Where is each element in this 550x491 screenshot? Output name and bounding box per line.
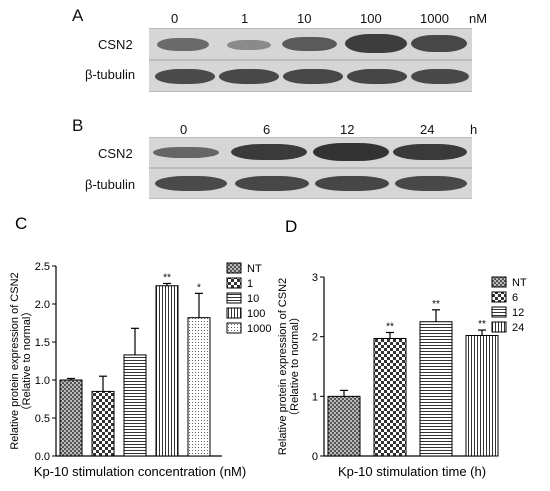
band — [315, 176, 389, 191]
significance-label: ** — [432, 299, 440, 310]
row-label-tubulin-b: β-tubulin — [85, 177, 136, 192]
row-label-tubulin-a: β-tubulin — [85, 67, 136, 82]
bar — [373, 337, 407, 457]
bar — [123, 354, 147, 457]
lane-label-a-0: 0 — [171, 11, 179, 26]
band — [155, 176, 227, 191]
bar — [91, 390, 115, 457]
band — [155, 69, 215, 84]
significance-label: ** — [478, 319, 486, 330]
legend-label: 1000 — [247, 323, 271, 335]
bar — [155, 285, 179, 457]
band — [282, 37, 337, 51]
legend-swatch — [491, 276, 507, 288]
y-tick-label: 1 — [312, 391, 318, 403]
lane-label-a-1: 1 — [241, 11, 249, 26]
significance-label: ** — [386, 321, 394, 332]
y-tick-label: 2.5 — [35, 261, 50, 273]
row-label-csn2-a: CSN2 — [98, 37, 133, 52]
legend-swatch — [226, 322, 242, 334]
band — [345, 34, 407, 53]
band — [227, 40, 271, 50]
band — [157, 38, 209, 51]
band — [235, 176, 309, 191]
y-tick-label: 1.5 — [35, 337, 50, 349]
panel-letter-c: C — [15, 214, 27, 233]
band — [219, 69, 279, 84]
legend-swatch — [226, 262, 242, 274]
bar — [59, 379, 83, 457]
y-tick-label: 0.5 — [35, 413, 50, 425]
y-axis-label-sub: （Relative to normal） — [288, 311, 301, 422]
y-tick-label: 2.0 — [35, 299, 50, 311]
y-axis-label: Relative protein expression of CSN2 — [9, 272, 21, 449]
legend-swatch — [226, 307, 242, 319]
legend-swatch — [491, 306, 507, 318]
significance-label: * — [197, 282, 201, 293]
unit-a: nM — [469, 11, 488, 26]
lane-label-b-0: 0 — [180, 122, 188, 137]
band — [153, 147, 219, 158]
y-tick-label: 0 — [312, 451, 318, 463]
y-tick-label: 3 — [312, 272, 318, 284]
lane-label-b-1: 6 — [263, 122, 271, 137]
significance-label: ** — [163, 272, 171, 283]
y-axis-label-sub: （Relative to normal） — [20, 306, 33, 417]
legend-swatch — [226, 292, 242, 304]
lane-label-b-2: 12 — [340, 122, 355, 137]
band — [393, 144, 467, 160]
row-label-csn2-b: CSN2 — [98, 146, 133, 161]
band — [347, 69, 407, 84]
y-tick-label: 2 — [312, 332, 318, 344]
western-blot-csn2-b — [149, 137, 472, 168]
legend-label: 6 — [512, 292, 518, 304]
legend-label: 1 — [247, 278, 253, 290]
legend-swatch — [491, 291, 507, 303]
legend-swatch — [226, 277, 242, 289]
x-axis-label: Kp-10 stimulation concentration (nM) — [34, 464, 246, 479]
y-tick-label: 0.0 — [35, 451, 50, 463]
legend-swatch — [491, 321, 507, 333]
lane-label-b-3: 24 — [420, 122, 435, 137]
x-axis-label: Kp-10 stimulation time (h) — [338, 464, 486, 479]
y-tick-label: 1.0 — [35, 375, 50, 387]
bar — [465, 334, 499, 457]
bar — [187, 317, 211, 457]
lane-label-a-4: 1000 — [420, 11, 449, 26]
legend-label: NT — [247, 263, 262, 275]
western-blot-tubulin-a — [149, 60, 472, 92]
bar — [327, 395, 361, 457]
western-blot-tubulin-b — [149, 168, 472, 199]
band — [313, 143, 389, 161]
unit-b: h — [470, 122, 478, 137]
band — [231, 144, 307, 160]
western-blot-csn2-a — [149, 28, 472, 60]
band — [411, 35, 467, 52]
panel-letter-b: B — [72, 116, 84, 135]
legend-label: 12 — [512, 307, 524, 319]
legend-label: 10 — [247, 293, 259, 305]
bar-chart-c: 0.00.51.01.52.02.5***NT1101001000Relativ… — [9, 261, 271, 479]
y-axis-label: Relative protein expression of CSN2 — [277, 278, 289, 455]
band — [395, 176, 467, 191]
lane-label-a-2: 10 — [297, 11, 312, 26]
lane-label-a-3: 100 — [360, 11, 382, 26]
legend-label: 24 — [512, 322, 524, 334]
legend-label: 100 — [247, 308, 265, 320]
bar — [419, 321, 453, 457]
band — [283, 69, 343, 84]
band — [411, 69, 469, 84]
legend-label: NT — [512, 277, 527, 289]
panel-letter-a: A — [72, 6, 84, 25]
panel-letter-d: D — [285, 217, 297, 236]
